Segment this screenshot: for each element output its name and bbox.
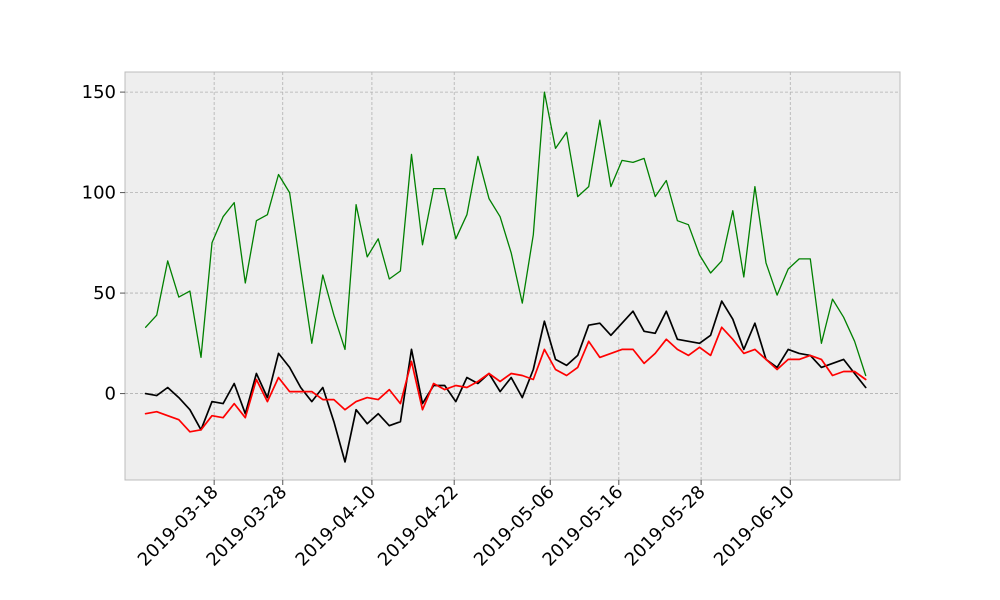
series-layer — [144, 91, 867, 463]
series-line — [144, 300, 867, 463]
grid — [125, 72, 900, 480]
y-tick-label: 150 — [82, 82, 116, 103]
x-tick-label: 2019-04-10 — [292, 482, 381, 571]
x-tick-label: 2019-05-28 — [621, 482, 710, 571]
plot-area — [124, 71, 901, 481]
y-axis: 0 50 100 150 — [82, 82, 125, 405]
series-line — [144, 326, 867, 433]
y-tick-label: 100 — [82, 183, 116, 204]
series-line — [144, 91, 867, 377]
x-tick-label: 2019-06-10 — [710, 482, 799, 571]
y-tick-label: 50 — [93, 283, 116, 304]
x-tick-label: 2019-04-22 — [374, 482, 463, 571]
y-tick-label: 0 — [105, 384, 116, 405]
